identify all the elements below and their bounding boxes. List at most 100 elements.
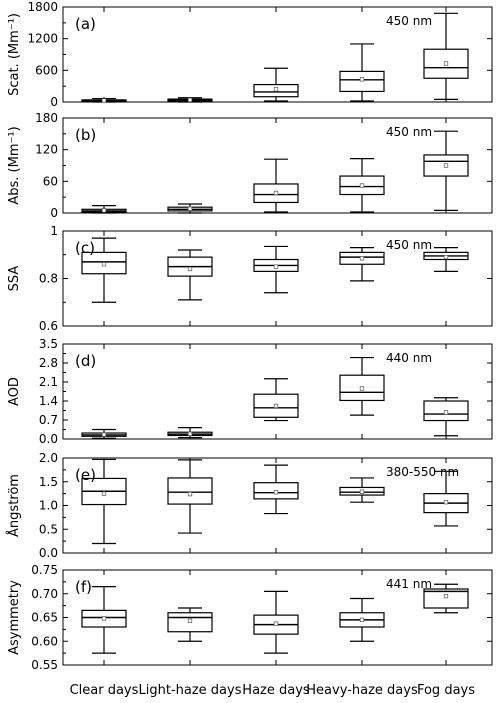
x-category-labels: Clear days Light-haze days Haze daysHeavy-…	[70, 683, 476, 698]
box-2	[167, 249, 213, 301]
box-3	[253, 158, 299, 213]
box-2	[167, 203, 213, 214]
mean-marker	[359, 386, 365, 391]
mean-marker	[187, 491, 193, 497]
mean-marker	[101, 616, 107, 621]
mean-marker	[273, 264, 279, 269]
y-tick-label: 1200	[27, 32, 58, 46]
mean-marker	[443, 500, 449, 505]
y-axis-label: Scat. (Mm⁻¹)	[7, 13, 22, 96]
panel-4: 0.0 0.7 1.4 2.1 2.8 3.5 (d) 440 nm AOD	[7, 337, 493, 446]
box-1	[81, 97, 127, 103]
wavelength-label: 441 nm	[386, 577, 432, 591]
box-2	[167, 607, 213, 642]
y-tick-label: 0	[50, 206, 58, 220]
mean-marker	[273, 87, 279, 92]
box-4	[339, 356, 385, 416]
y-tick-label: 600	[35, 63, 58, 77]
mean-marker	[101, 491, 107, 496]
panel-label: (e)	[75, 466, 96, 484]
y-tick-label: 0.0	[39, 546, 58, 560]
mean-marker	[187, 97, 193, 103]
y-axis-label: Ångström	[6, 474, 22, 537]
y-tick-label: 0	[50, 95, 58, 109]
mean-marker	[359, 183, 365, 188]
box-4	[339, 158, 385, 213]
mean-marker	[443, 593, 449, 599]
mean-marker	[443, 61, 449, 66]
box-3	[253, 245, 299, 294]
box-3	[253, 378, 299, 422]
x-category-label: Haze days	[242, 683, 310, 698]
mean-marker	[359, 256, 365, 261]
y-tick-label: 0.6	[39, 319, 58, 333]
x-category-label: Light-haze days	[139, 683, 242, 698]
wavelength-label: 380-550 nm	[386, 465, 459, 479]
box-5	[423, 12, 469, 100]
y-tick-label: 1800	[27, 0, 58, 14]
panel-1: 0 600 1200 1800 (a) 450 nm Scat. (Mm⁻¹)	[7, 0, 493, 109]
box-3	[253, 67, 299, 102]
box-2	[167, 427, 213, 439]
y-tick-label: 0.65	[31, 611, 58, 625]
box-4	[339, 477, 385, 503]
mean-marker	[273, 403, 279, 409]
box-3	[253, 464, 299, 515]
mean-marker	[273, 490, 279, 495]
box-1	[81, 458, 127, 545]
y-tick-label: 0.60	[31, 634, 58, 648]
panel-label: (d)	[75, 352, 96, 370]
panel-label: (a)	[75, 15, 96, 33]
y-tick-label: 1.0	[39, 499, 58, 513]
box-5	[423, 397, 469, 437]
mean-marker	[101, 208, 107, 213]
y-tick-label: 0.5	[39, 522, 58, 536]
panel-6: 0.55 0.60 0.65 0.70 0.75 (f) 441 nm Asymmetry	[7, 563, 493, 672]
iqr-box	[423, 588, 469, 609]
box-3	[253, 590, 299, 654]
y-tick-label: 2.1	[39, 375, 58, 389]
y-axis-label: SSA	[7, 266, 22, 292]
y-axis-label: AOD	[7, 377, 22, 406]
mean-marker	[359, 77, 365, 82]
y-axis-label: Asymmetry	[7, 580, 22, 655]
y-tick-label: 120	[35, 143, 58, 157]
y-tick-label: 0.75	[31, 563, 58, 577]
mean-marker	[187, 266, 193, 272]
mean-marker	[187, 431, 193, 436]
mean-marker	[273, 190, 279, 196]
panel-3: 0.6 0.8 1 (c) 450 nm SSA	[7, 224, 493, 333]
box-1	[81, 205, 127, 214]
x-category-label: Fog days	[417, 683, 475, 698]
mean-marker	[101, 432, 107, 437]
box-2	[167, 459, 213, 534]
mean-marker	[443, 410, 449, 415]
box-4	[339, 43, 385, 102]
y-tick-label: 2.0	[39, 451, 58, 465]
box-5	[423, 470, 469, 527]
x-category-label: Clear days	[70, 683, 139, 698]
panel-2: 0 60 120 180 (b) 450 nm Abs. (Mm⁻¹)	[7, 111, 493, 220]
box-1	[81, 428, 127, 439]
box-5	[423, 583, 469, 614]
mean-marker	[359, 489, 365, 494]
panel-label: (f)	[75, 578, 92, 596]
panel-5: 0.0 0.5 1.0 1.5 2.0 (e) 380-550 nm Ångström	[6, 451, 493, 560]
y-tick-label: 0.55	[31, 658, 58, 672]
panel-label: (c)	[75, 239, 95, 257]
mean-marker	[359, 617, 365, 623]
box-4	[339, 597, 385, 642]
box-2	[167, 97, 213, 103]
wavelength-label: 450 nm	[386, 14, 432, 28]
y-tick-label: 0.7	[39, 413, 58, 427]
panel-label: (b)	[75, 126, 96, 144]
wavelength-label: 450 nm	[386, 238, 432, 252]
y-tick-label: 0.70	[31, 587, 58, 601]
y-tick-label: 180	[35, 111, 58, 125]
y-axis-label: Abs. (Mm⁻¹)	[7, 126, 22, 204]
mean-marker	[101, 262, 107, 267]
y-tick-label: 1.5	[39, 475, 58, 489]
y-tick-label: 60	[43, 174, 58, 188]
box-5	[423, 130, 469, 211]
